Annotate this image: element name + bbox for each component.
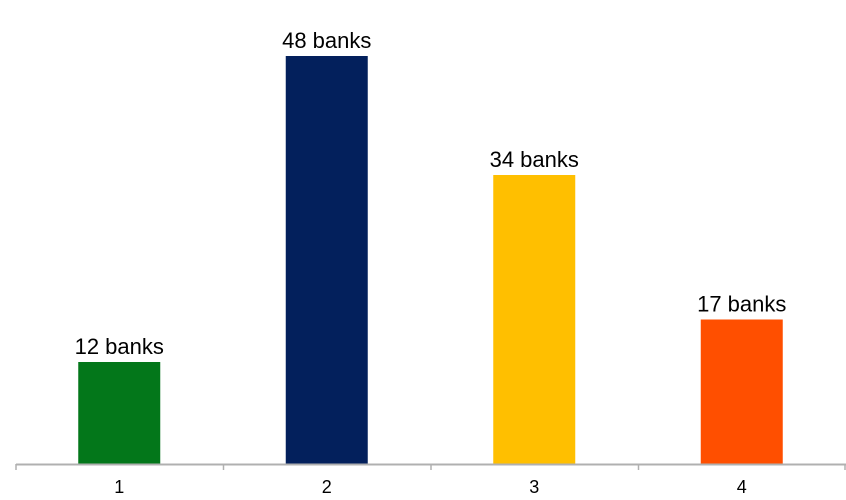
x-tick-label-group: 1 2 3 4: [114, 477, 747, 497]
data-label-3: 34 banks: [490, 147, 579, 172]
x-tick-label-1: 1: [114, 477, 124, 497]
x-axis: [15, 463, 846, 470]
x-tick-label-4: 4: [737, 477, 747, 497]
bar-series: [78, 56, 783, 464]
bar-1: [78, 362, 161, 464]
bar-4: [700, 319, 783, 464]
bar-3: [493, 175, 576, 464]
data-label-4: 17 banks: [697, 292, 786, 317]
data-label-1: 12 banks: [75, 334, 164, 359]
data-label-2: 48 banks: [282, 28, 371, 53]
x-tick-label-2: 2: [322, 477, 332, 497]
bar-2: [285, 56, 368, 464]
x-tick-label-3: 3: [529, 477, 539, 497]
data-label-group: 12 banks 48 banks 34 banks 17 banks: [75, 28, 787, 359]
